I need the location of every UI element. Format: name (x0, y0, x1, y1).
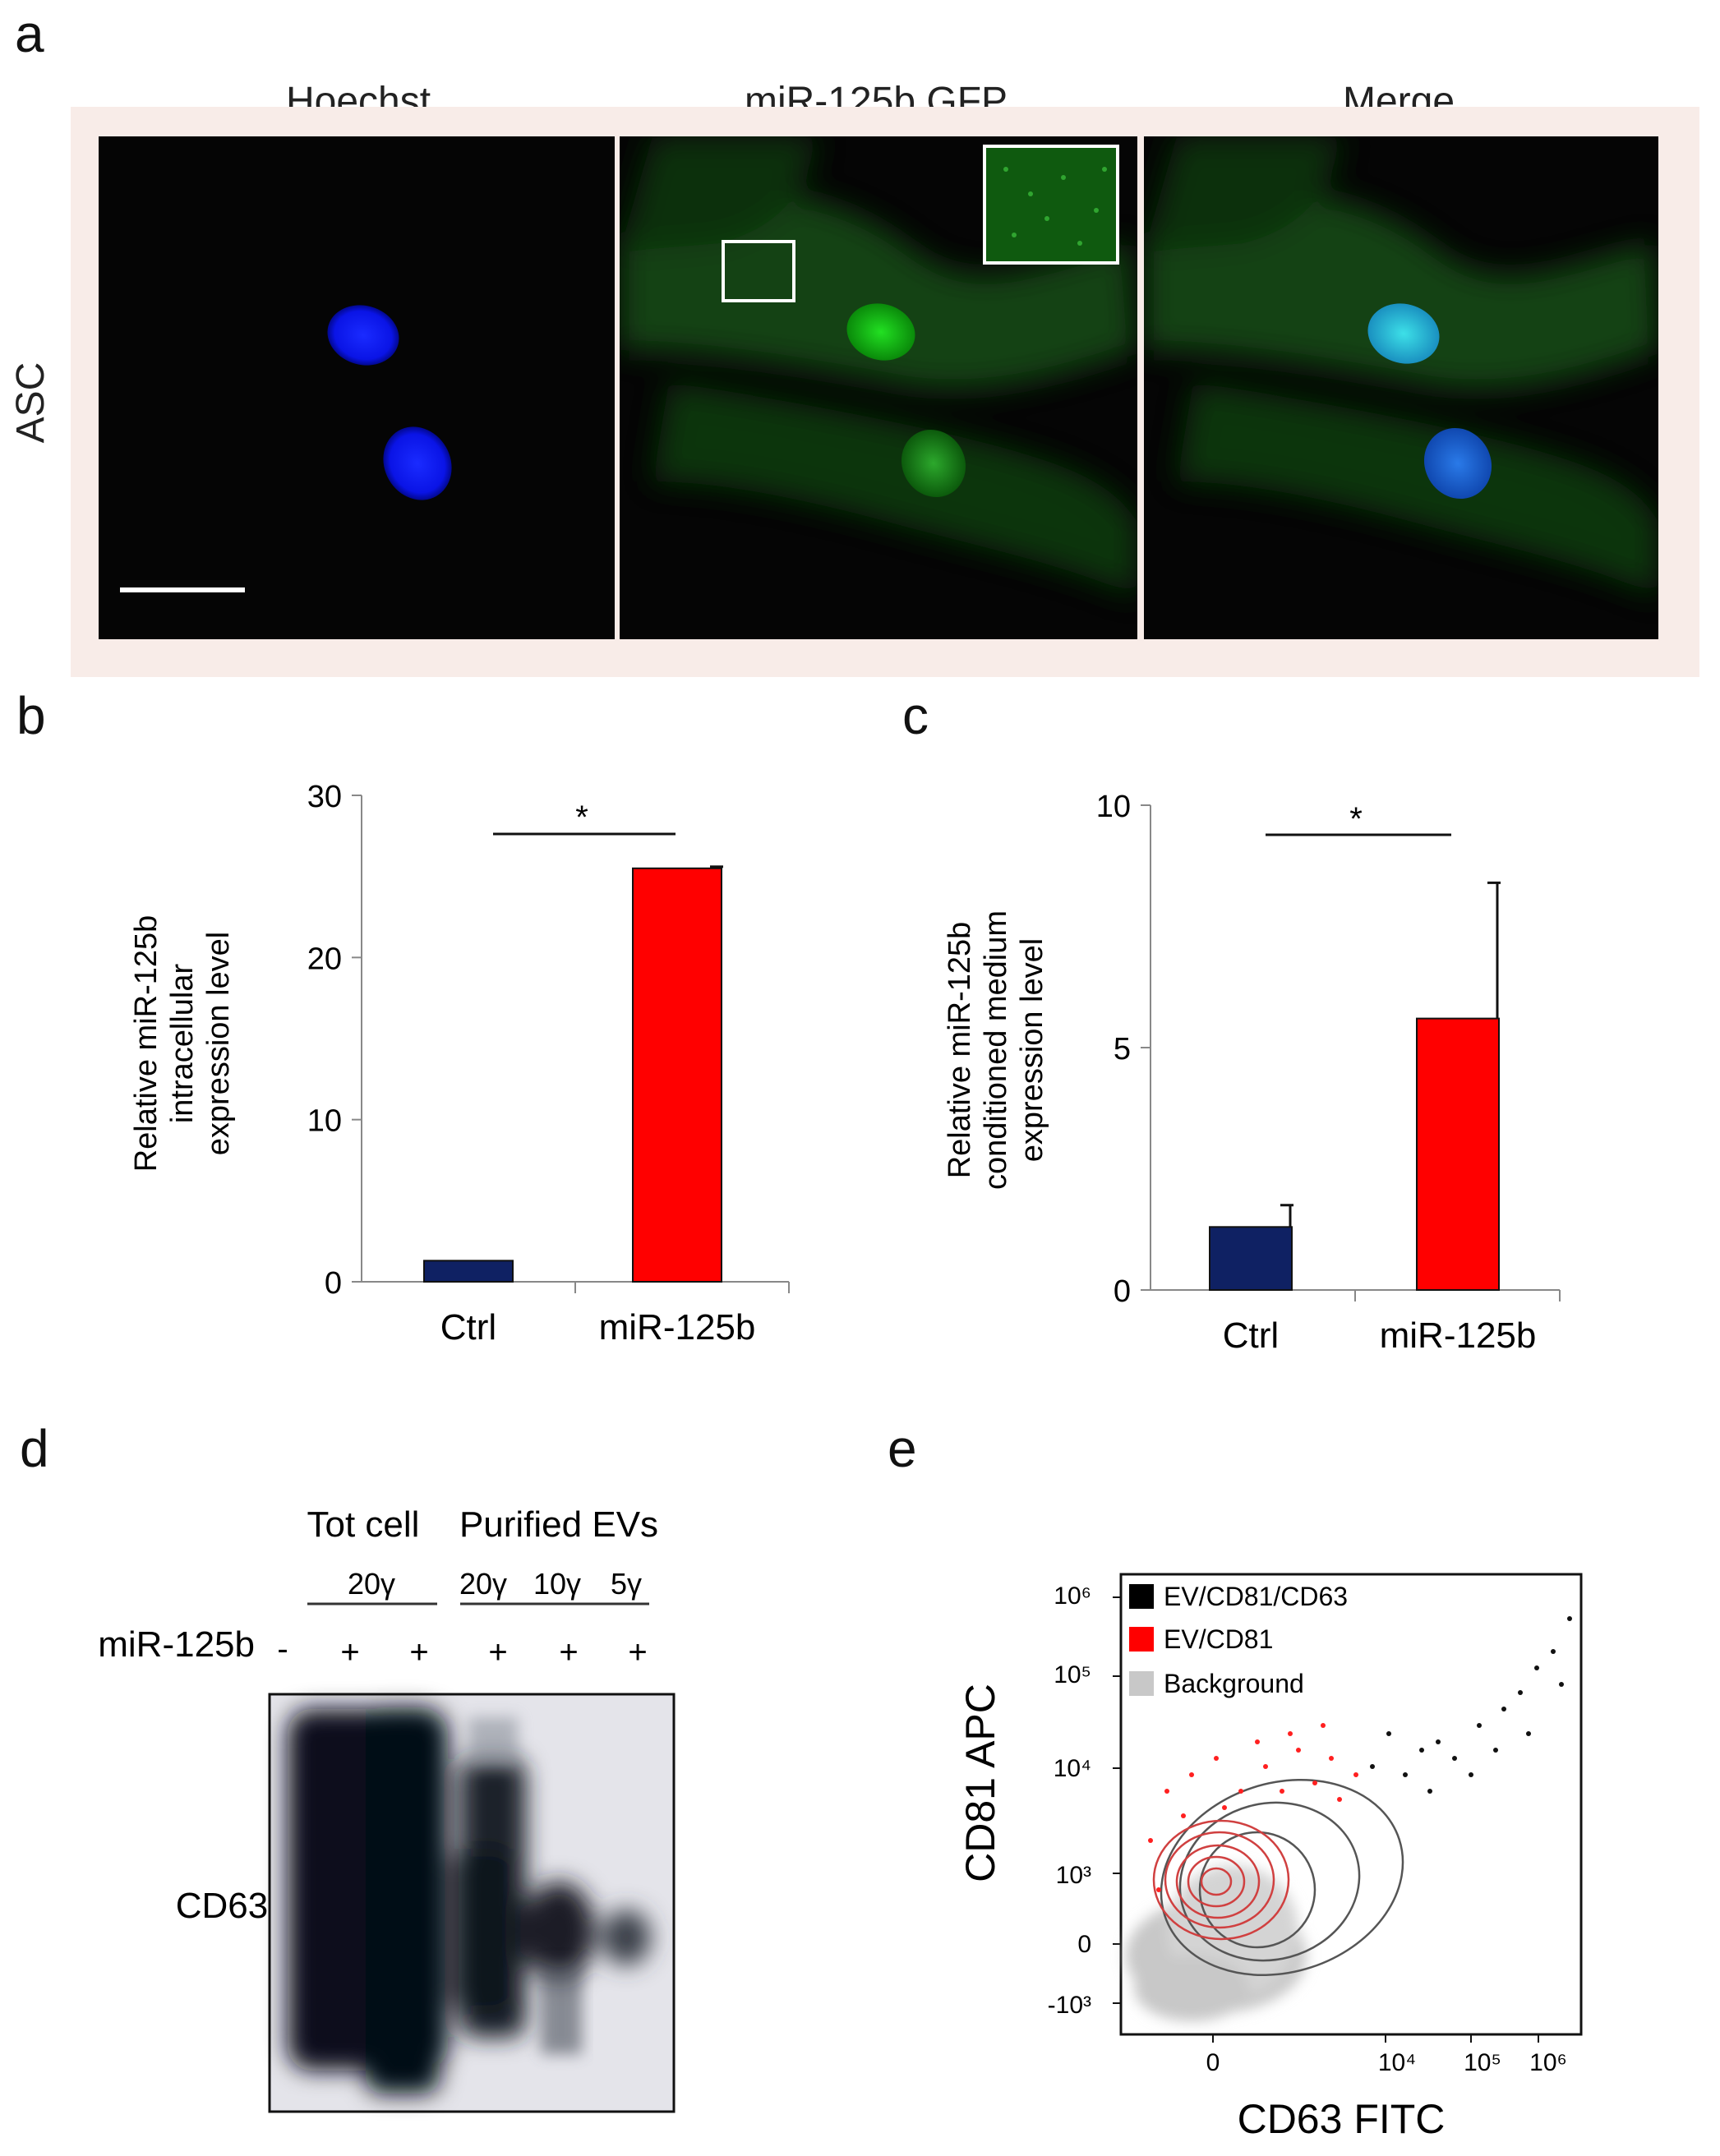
ytick-neg1e3: -10³ (1048, 1992, 1091, 2019)
chart-e-ylabel: CD81 APC (957, 1684, 1003, 1882)
bar-mir-125b (1416, 1017, 1500, 1291)
ytick-label-10: 10 (1096, 790, 1131, 824)
lane-sign-3: + (409, 1634, 428, 1670)
bar-ctrl (1209, 1226, 1293, 1291)
ytick-label-10: 10 (307, 1104, 342, 1139)
micrograph-gfp (620, 136, 1137, 639)
panel-c-letter: c (902, 686, 929, 745)
chart-e-yticks: 10⁶ 10⁵ 10⁴ 10³ 0 -10³ (1048, 1582, 1091, 2019)
lane-sign-4: + (488, 1634, 507, 1670)
chart-b-bars (423, 865, 723, 1283)
chart-b: Relative miR-125b intracellular expressi… (129, 780, 790, 1348)
chart-b-xlabels: Ctrl miR-125b (440, 1307, 756, 1348)
lane-sign-6: + (628, 1634, 647, 1670)
amount-lane-4: 20γ (459, 1567, 507, 1601)
chart-c-significance-star: * (1349, 801, 1363, 837)
xtick-label-mir-125b: miR-125b (599, 1307, 756, 1348)
header-tot-cell: Tot cell (307, 1504, 420, 1545)
row-label-asc-text: ASC (9, 362, 53, 444)
ytick-label-30: 30 (307, 780, 342, 814)
xtick-1e6: 10⁶ (1529, 2049, 1567, 2076)
chart-e-xticks: 0 10⁴ 10⁵ 10⁶ (1206, 2049, 1567, 2076)
ev-cd81-dots (1148, 1723, 1358, 1892)
ev-cd81-cd63-dots (1370, 1616, 1572, 1794)
chart-b-yticks: 0 10 20 30 (307, 780, 362, 1301)
chart-c-ylabel: Relative miR-125b conditioned medium exp… (943, 910, 1049, 1190)
chart-b-ylabel-line3: expression level (201, 932, 236, 1155)
legend-label-ev-cd81: EV/CD81 (1164, 1624, 1273, 1654)
chart-c: Relative miR-125b conditioned medium exp… (943, 790, 1561, 1356)
panel-e-letter: e (888, 1419, 917, 1478)
gfp-nucleus-1 (846, 303, 915, 361)
xtick-0: 0 (1206, 2049, 1220, 2076)
amount-lane-6: 5γ (611, 1567, 642, 1601)
micrograph-hoechst (99, 136, 615, 639)
legend-swatch-background (1129, 1671, 1154, 1696)
xtick-label-mir-125b: miR-125b (1380, 1315, 1537, 1356)
chart-c-bars (1209, 881, 1501, 1291)
legend-swatch-ev-cd81 (1129, 1627, 1154, 1652)
gfp-nucleus-2 (901, 429, 966, 498)
xtick-label-ctrl: Ctrl (440, 1307, 496, 1348)
row-label-mir125b: miR-125b (98, 1624, 255, 1665)
chart-e-axes (1119, 1573, 1583, 2036)
ev-cd81-contours (1152, 1819, 1290, 1941)
ev-cd81-cd63-contours (1160, 1778, 1404, 1977)
amount-lane-2: 20γ (348, 1567, 395, 1601)
chart-e-axis-ticks (1113, 1596, 1539, 2043)
chart-e-xlabel: CD63 FITC (1238, 2096, 1446, 2142)
chart-b-ylabel-line2: intracellular (165, 964, 200, 1124)
chart-c-ylabel-line2: conditioned medium (979, 910, 1013, 1190)
chart-b-significance-star: * (575, 799, 588, 836)
chart-c-xlabels: Ctrl miR-125b (1223, 1315, 1537, 1356)
chart-b-ylabel: Relative miR-125b intracellular expressi… (129, 915, 236, 1172)
ytick-1e5: 10⁵ (1054, 1661, 1091, 1688)
row-label-asc: ASC (8, 337, 58, 468)
zoom-region-box (722, 240, 795, 302)
lane-sign-2: + (340, 1634, 359, 1670)
ytick-label-5: 5 (1114, 1032, 1131, 1066)
ytick-1e4: 10⁴ (1054, 1755, 1091, 1782)
panel-b-letter: b (16, 686, 46, 745)
ytick-1e6: 10⁶ (1054, 1582, 1091, 1610)
chart-c-ylabel-line3: expression level (1015, 938, 1049, 1162)
merge-nucleus-1 (1367, 303, 1440, 364)
lane-sign-5: + (559, 1634, 578, 1670)
xtick-1e4: 10⁴ (1378, 2049, 1416, 2076)
chart-e-legend: EV/CD81/CD63 EV/CD81 Background (1129, 1582, 1348, 1698)
blot-membrane (268, 1693, 676, 2113)
micrograph-merge (1144, 136, 1658, 639)
legend-swatch-ev-cd81-cd63 (1129, 1584, 1154, 1609)
lane-sign-1: - (277, 1631, 288, 1667)
band-label-cd63: CD63 (176, 1886, 269, 1926)
chart-c-ylabel-line1: Relative miR-125b (943, 922, 977, 1179)
bar-mir-125b (632, 867, 722, 1283)
chart-e: CD81 APC CD63 FITC 10⁶ 10⁵ 10⁴ 10³ 0 -10… (957, 1573, 1583, 2142)
xtick-1e5: 10⁵ (1464, 2049, 1501, 2076)
merge-nucleus-2 (1423, 427, 1492, 500)
ytick-0: 0 (1077, 1931, 1091, 1958)
ytick-label-0: 0 (1114, 1274, 1131, 1309)
amount-lane-5: 10γ (533, 1567, 581, 1601)
ytick-label-20: 20 (307, 942, 342, 976)
legend-label-background: Background (1164, 1669, 1304, 1698)
header-purified-evs: Purified EVs (459, 1504, 658, 1545)
bar-ctrl (423, 1260, 514, 1283)
western-blot-panel: Tot cell Purified EVs 20γ 20γ 10γ 5γ miR… (98, 1504, 676, 2113)
ytick-label-0: 0 (325, 1266, 342, 1301)
chart-b-axes (361, 795, 790, 1293)
panel-d-letter: d (20, 1419, 49, 1478)
panel-a-letter: a (15, 4, 44, 63)
zoom-inset (983, 145, 1119, 265)
nucleus-2 (383, 426, 452, 500)
chart-c-yticks: 0 5 10 (1096, 790, 1151, 1309)
ytick-1e3: 10³ (1056, 1862, 1091, 1889)
nucleus-1 (327, 305, 399, 366)
chart-b-ylabel-line1: Relative miR-125b (129, 915, 164, 1172)
xtick-label-ctrl: Ctrl (1223, 1315, 1279, 1356)
legend-label-ev-cd81-cd63: EV/CD81/CD63 (1164, 1582, 1348, 1611)
